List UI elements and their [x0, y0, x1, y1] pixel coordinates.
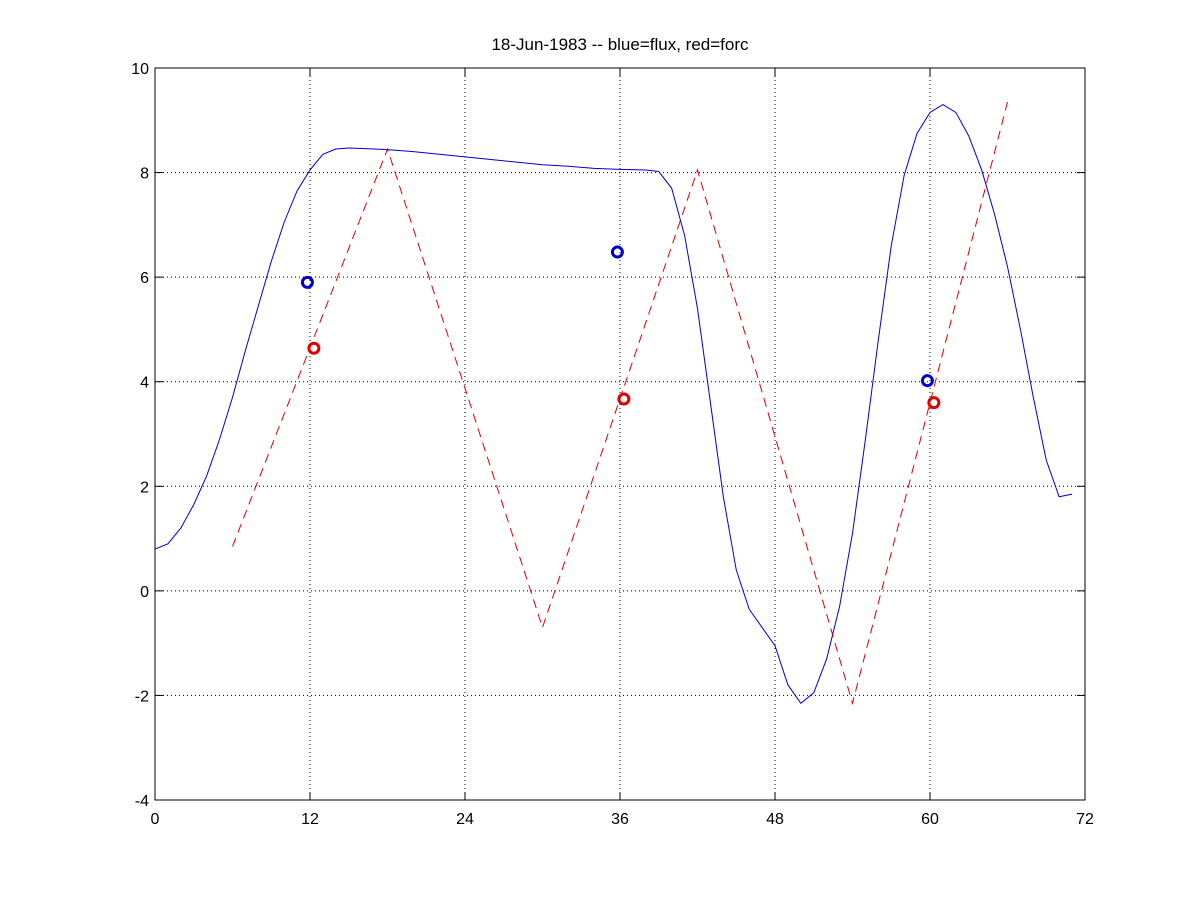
- data-point-marker: [927, 396, 941, 410]
- data-point-marker: [920, 374, 934, 388]
- series-line-flux: [154, 104, 1073, 704]
- data-point-marker: [617, 392, 631, 406]
- data-point-marker: [307, 341, 321, 355]
- x-tick-label: 0: [151, 811, 160, 828]
- y-tick-label: 8: [140, 166, 149, 183]
- x-tick-label: 12: [301, 811, 319, 828]
- y-tick-label: 0: [140, 584, 149, 601]
- data-point-marker: [610, 245, 624, 259]
- grid: [155, 68, 1085, 800]
- x-tick-label: 24: [456, 811, 474, 828]
- y-tick-label: -4: [135, 793, 149, 810]
- y-tick-label: -2: [135, 688, 149, 705]
- y-tick-label: 10: [131, 61, 149, 78]
- chart-title: 18-Jun-1983 -- blue=flux, red=forc: [491, 35, 749, 54]
- x-tick-label: 60: [921, 811, 939, 828]
- y-tick-label: 6: [140, 270, 149, 287]
- y-tick-label: 4: [140, 375, 149, 392]
- x-tick-label: 36: [611, 811, 629, 828]
- x-tick-label: 72: [1076, 811, 1094, 828]
- tick-marks: [154, 67, 1086, 801]
- x-tick-label: 48: [766, 811, 784, 828]
- plot-markers: [300, 245, 941, 410]
- y-tick-label: 2: [140, 479, 149, 496]
- data-point-marker: [300, 275, 314, 289]
